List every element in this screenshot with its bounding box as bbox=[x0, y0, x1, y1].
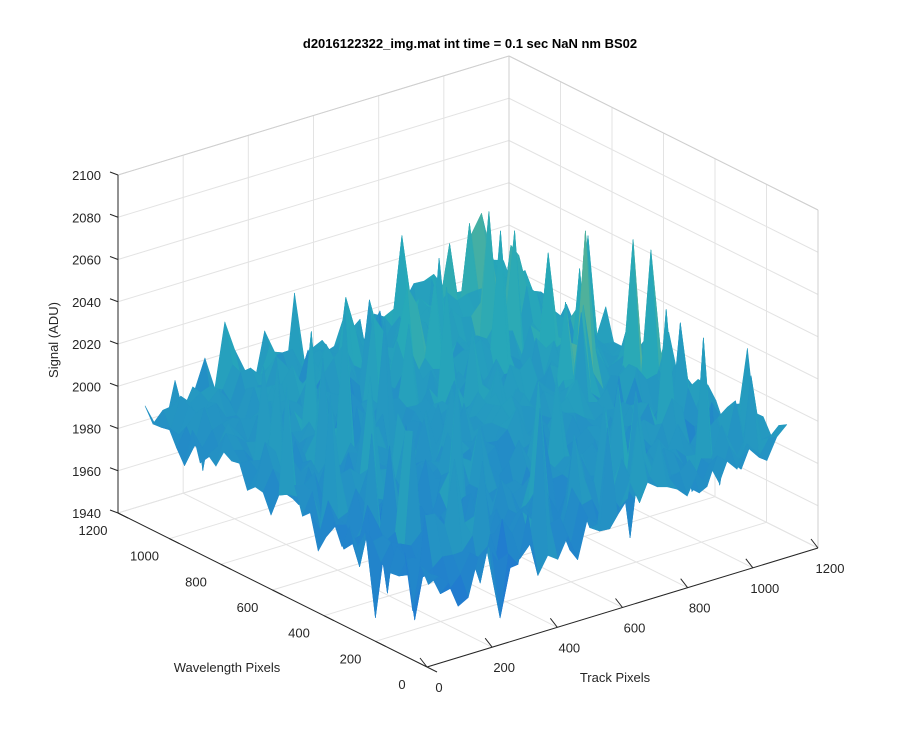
grid-line bbox=[375, 521, 767, 642]
y-tick-mark bbox=[272, 589, 283, 596]
chart-title: d2016122322_img.mat int time = 0.1 sec N… bbox=[303, 36, 637, 51]
y-axis-label: Wavelength Pixels bbox=[174, 660, 281, 675]
y-tick-label: 800 bbox=[185, 574, 207, 589]
tick-labels: 0 200 400 600 800 1000 1200 0 200 400 600 800 1000 12… bbox=[72, 168, 844, 695]
z-tick-mark bbox=[109, 467, 119, 472]
y-tick-mark bbox=[323, 615, 335, 622]
z-tick-label: 2040 bbox=[72, 295, 101, 310]
z-tick-mark bbox=[109, 340, 119, 345]
x-tick-mark bbox=[419, 657, 428, 668]
y-tick-mark bbox=[117, 512, 129, 519]
z-tick-label: 1940 bbox=[72, 506, 101, 521]
y-tick-mark bbox=[220, 563, 232, 570]
x-tick-label: 400 bbox=[558, 640, 580, 655]
box-edge bbox=[117, 55, 510, 176]
z-tick-mark bbox=[109, 298, 119, 303]
x-tick-label: 0 bbox=[435, 680, 442, 695]
z-tick-label: 2080 bbox=[72, 210, 101, 225]
x-tick-mark bbox=[615, 598, 623, 608]
y-tick-label: 400 bbox=[288, 626, 310, 641]
surface-patch bbox=[768, 424, 788, 439]
z-tick-label: 1980 bbox=[72, 422, 101, 437]
y-tick-mark bbox=[169, 538, 180, 545]
z-tick-label: 2020 bbox=[72, 337, 101, 352]
y-tick-label: 600 bbox=[237, 600, 259, 615]
y-tick-label: 200 bbox=[340, 651, 362, 666]
surface-patch bbox=[420, 564, 439, 585]
x-tick-label: 200 bbox=[493, 660, 515, 675]
x-tick-mark bbox=[745, 558, 754, 569]
y-tick-mark bbox=[426, 666, 438, 673]
y-tick-mark bbox=[375, 640, 386, 647]
z-tick-mark bbox=[109, 382, 119, 387]
z-tick-mark bbox=[109, 256, 119, 260]
x-tick-label: 1200 bbox=[816, 561, 845, 576]
box-edge bbox=[508, 55, 819, 211]
surface-mesh bbox=[144, 211, 788, 621]
x-tick-mark bbox=[810, 538, 819, 549]
z-tick-label: 2100 bbox=[72, 168, 101, 183]
x-tick-label: 600 bbox=[624, 621, 646, 636]
x-tick-label: 800 bbox=[689, 601, 711, 616]
z-tick-mark bbox=[109, 213, 119, 218]
x-tick-mark bbox=[484, 637, 493, 648]
z-tick-mark bbox=[109, 171, 119, 176]
z-tick-label: 2060 bbox=[72, 253, 101, 268]
y-tick-label: 0 bbox=[398, 677, 405, 692]
axes-lines bbox=[109, 171, 819, 673]
z-tick-label: 1960 bbox=[72, 464, 101, 479]
x-axis-label: Track Pixels bbox=[580, 670, 651, 685]
z-tick-label: 2000 bbox=[72, 379, 101, 394]
y-tick-label: 1200 bbox=[79, 523, 108, 538]
z-axis-label: Signal (ADU) bbox=[46, 302, 61, 378]
x-tick-label: 1000 bbox=[750, 581, 779, 596]
y-tick-label: 1000 bbox=[130, 549, 159, 564]
z-tick-mark bbox=[109, 425, 119, 429]
x-tick-mark bbox=[680, 578, 689, 588]
z-tick-mark bbox=[109, 509, 119, 514]
x-tick-mark bbox=[549, 618, 558, 628]
